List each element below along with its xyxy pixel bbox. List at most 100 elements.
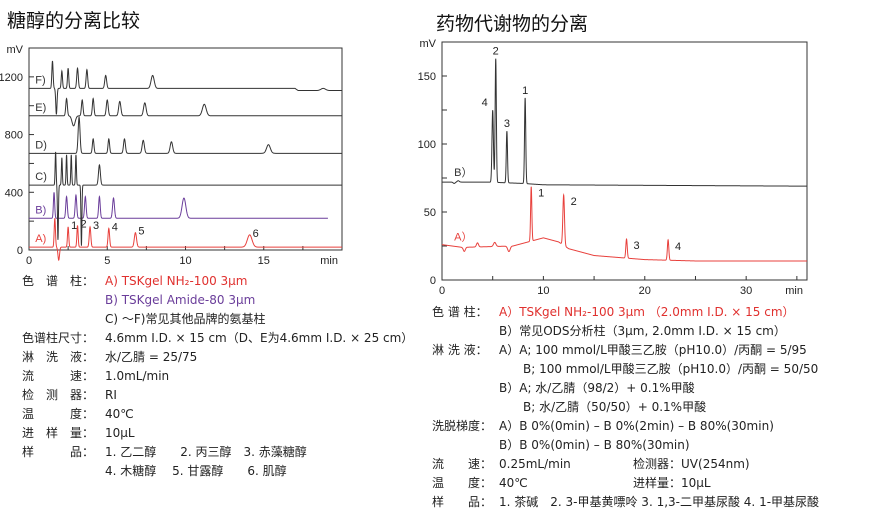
- condition-value: UV(254nm): [681, 457, 750, 471]
- condition-value: 1. 乙二醇 2. 丙三醇 3. 赤藻糖醇: [105, 445, 307, 459]
- y-tick-label: 1200: [0, 72, 23, 84]
- condition-label: 淋 洗 液：: [22, 350, 95, 364]
- condition-label: [432, 360, 499, 379]
- trace-label: C): [35, 171, 47, 183]
- x-tick-label: 10: [537, 285, 549, 297]
- condition-row: C) ～F)常见其他品牌的氨基柱: [22, 310, 413, 329]
- condition-row: B）B 0%(0min) – B 80%(30min): [432, 436, 819, 455]
- condition-value: C) ～F)常见其他品牌的氨基柱: [105, 312, 266, 326]
- condition-row: 洗脱梯度： A）B 0%(0min) – B 0%(2min) – B 80%(3…: [432, 417, 819, 436]
- peak-label-4: 4: [112, 221, 118, 233]
- condition-row: 淋 洗 液： A）A; 100 mmol/L甲酸三乙胺（pH10.0）/丙酮 = …: [432, 341, 819, 360]
- condition-value: B; 水/乙腈（50/50）+ 0.1%甲酸: [499, 400, 707, 414]
- condition-label: 温 度：: [432, 476, 493, 490]
- plot-frame: [441, 41, 808, 281]
- condition-label: 淋 洗 液：: [432, 343, 488, 357]
- condition-row: 温 度： 40℃ 进样量： 10μL: [432, 474, 819, 493]
- condition-value: A) TSKgel NH₂-100 3μm: [105, 274, 248, 288]
- y-tick-label: 400: [5, 187, 23, 199]
- condition-row: 流 速： 1.0mL/min: [22, 367, 413, 386]
- condition-value: B）A; 水/乙腈（98/2）+ 0.1%甲酸: [499, 381, 695, 395]
- condition-value: 4.6mm I.D. × 15 cm（D、E为4.6mm I.D. × 25 c…: [105, 331, 414, 345]
- condition-value: B) TSKgel Amide-80 3μm: [105, 293, 256, 307]
- condition-value: 10μL: [681, 476, 711, 490]
- condition-value: B）B 0%(0min) – B 80%(30min): [499, 438, 690, 452]
- condition-value: 1. 茶碱 2. 3-甲基黄嘌呤 3. 1,3-二甲基尿酸 4. 1-甲基尿酸: [499, 495, 820, 509]
- condition-label: 色 谱 柱：: [432, 305, 488, 319]
- condition-value: 0.25mL/min: [499, 457, 571, 471]
- trace-label: B）: [454, 166, 472, 179]
- condition-label: [432, 436, 499, 455]
- y-tick-label: 100: [418, 139, 436, 151]
- peak-label-5: 5: [138, 226, 144, 238]
- condition-row: B) TSKgel Amide-80 3μm: [22, 291, 413, 310]
- trace-c: [29, 151, 342, 246]
- condition-row: 样 品： 1. 乙二醇 2. 丙三醇 3. 赤藻糖醇: [22, 443, 413, 462]
- condition-label: [432, 398, 499, 417]
- x-axis-label: min: [320, 255, 338, 267]
- trace-label: B): [35, 204, 46, 216]
- x-tick-label: 0: [439, 285, 445, 297]
- condition-row: 进 样 量： 10μL: [22, 424, 413, 443]
- sugar-alcohol-chromatogram: 0 5 10 15 0 400 800 1200 min mV A) 1 2 3 4 5 6 B) C) D) E) F): [0, 44, 343, 267]
- peak-label-4: 4: [482, 97, 488, 109]
- condition-row: B）A; 水/乙腈（98/2）+ 0.1%甲酸: [432, 379, 819, 398]
- trace-f: [29, 60, 342, 115]
- condition-label: 检测器：: [633, 457, 682, 471]
- condition-label: [22, 462, 105, 481]
- condition-row: B; 水/乙腈（50/50）+ 0.1%甲酸: [432, 398, 819, 417]
- peak-label-4: 4: [675, 241, 681, 253]
- condition-value: A）B 0%(0min) – B 0%(2min) – B 80%(30min): [499, 419, 774, 433]
- y-axis-label: mV: [7, 44, 24, 56]
- trace-e: [29, 97, 342, 127]
- peak-label-2: 2: [493, 46, 499, 58]
- peak-label-2: 2: [571, 196, 577, 208]
- trace-d: [29, 115, 342, 154]
- x-tick-label: 30: [740, 285, 752, 297]
- condition-row: 检 测 器： RI: [22, 386, 413, 405]
- condition-value: 水/乙腈 = 25/75: [105, 350, 198, 364]
- trace-a: [441, 186, 807, 262]
- peak-label-3: 3: [93, 220, 99, 232]
- right-title: 药物代谢物的分离: [436, 13, 589, 35]
- condition-row: B; 100 mmol/L甲酸三乙胺（pH10.0）/丙酮 = 50/50: [432, 360, 819, 379]
- y-tick-label: 50: [424, 207, 436, 219]
- peak-label-1: 1: [538, 188, 544, 200]
- condition-label: 色谱柱尺寸：: [22, 331, 95, 345]
- condition-label: 进样量：: [633, 476, 682, 490]
- peak-label-1: 1: [522, 85, 528, 97]
- condition-label: 样 品：: [432, 495, 493, 509]
- x-tick-label: 10: [179, 255, 191, 267]
- condition-value: 1.0mL/min: [105, 369, 170, 383]
- condition-label: 检 测 器：: [22, 388, 95, 402]
- condition-label: 温 度：: [22, 407, 95, 421]
- trace-label: F): [35, 74, 45, 86]
- condition-value: A）TSKgel NH₂-100 3μm （2.0mm I.D. × 15 cm…: [499, 305, 795, 319]
- condition-value: B）常见ODS分析柱（3μm, 2.0mm I.D. × 15 cm）: [499, 324, 786, 338]
- condition-row: 淋 洗 液： 水/乙腈 = 25/75: [22, 348, 413, 367]
- condition-label: [22, 310, 105, 329]
- condition-label: 色 谱 柱：: [22, 274, 95, 288]
- condition-label: 流 速：: [22, 369, 95, 383]
- trace-a: [29, 218, 342, 262]
- trace-label: A): [35, 233, 46, 245]
- left-conditions: 色 谱 柱： A) TSKgel NH₂-100 3μm B) TSKgel Ami…: [22, 272, 413, 481]
- condition-label: 洗脱梯度：: [432, 419, 493, 433]
- condition-label: 进 样 量：: [22, 426, 95, 440]
- condition-row: 流 速： 0.25mL/min 检测器： UV(254nm): [432, 455, 819, 474]
- condition-value: A）A; 100 mmol/L甲酸三乙胺（pH10.0）/丙酮 = 5/95: [499, 343, 807, 357]
- condition-label: 流 速：: [432, 457, 493, 471]
- peak-label-2: 2: [80, 218, 86, 230]
- condition-row: 4. 木糖醇 5. 甘露醇 6. 肌醇: [22, 462, 413, 481]
- peak-label-3: 3: [633, 240, 639, 252]
- trace-label: E): [35, 102, 46, 114]
- condition-row: 色 谱 柱： A) TSKgel NH₂-100 3μm: [22, 272, 413, 291]
- trace-label: A）: [454, 230, 472, 243]
- condition-row: 温 度： 40℃: [22, 405, 413, 424]
- y-tick-label: 800: [5, 130, 23, 142]
- condition-row: B）常见ODS分析柱（3μm, 2.0mm I.D. × 15 cm）: [432, 322, 819, 341]
- trace-b: [442, 58, 807, 187]
- peak-label-3: 3: [504, 118, 510, 130]
- x-tick-label: 15: [258, 255, 270, 267]
- condition-label: [432, 379, 499, 398]
